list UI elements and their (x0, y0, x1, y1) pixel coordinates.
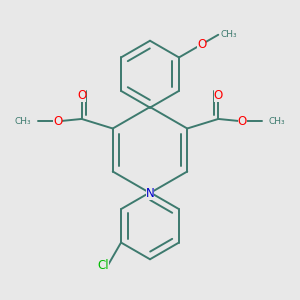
Text: O: O (77, 88, 86, 102)
Text: O: O (53, 115, 62, 128)
Text: O: O (214, 88, 223, 102)
Text: CH₃: CH₃ (268, 117, 285, 126)
Text: O: O (197, 38, 206, 51)
Text: CH₃: CH₃ (221, 30, 237, 39)
Text: N: N (146, 187, 154, 200)
Text: Cl: Cl (97, 259, 109, 272)
Text: CH₃: CH₃ (15, 117, 31, 126)
Text: O: O (238, 115, 247, 128)
